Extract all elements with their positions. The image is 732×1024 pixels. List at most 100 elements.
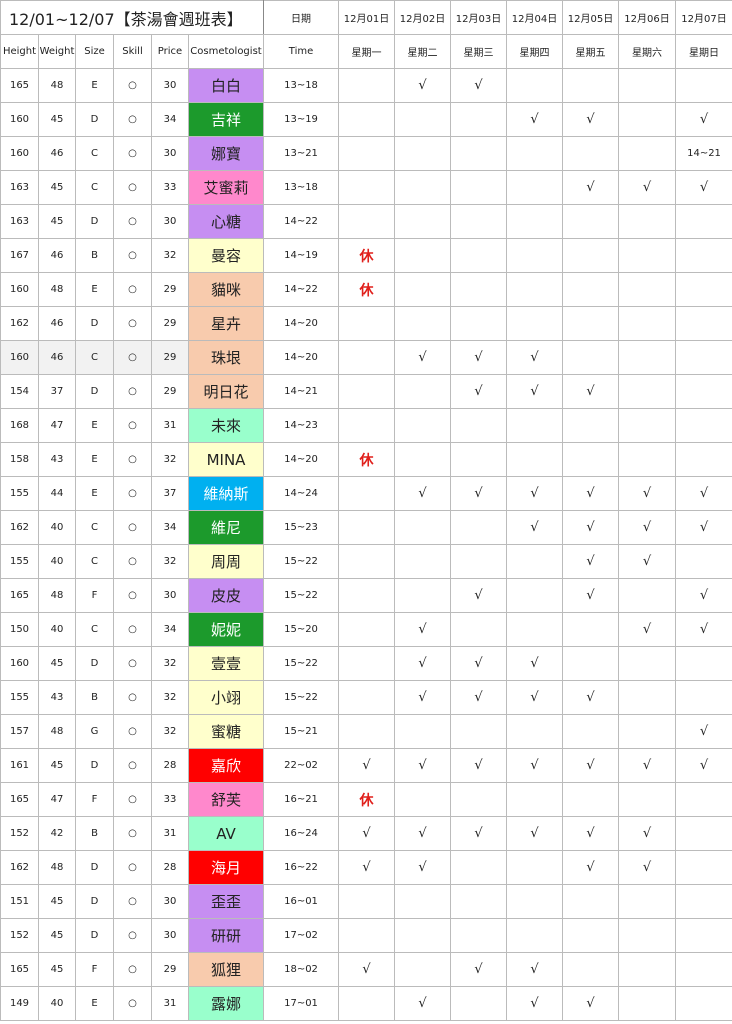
weight: 43 bbox=[38, 442, 76, 477]
skill: ○ bbox=[113, 952, 152, 987]
day-cell bbox=[450, 714, 508, 749]
day-cell bbox=[675, 646, 732, 681]
weight: 48 bbox=[38, 272, 76, 307]
skill: ○ bbox=[113, 714, 152, 749]
day-cell: √ bbox=[394, 68, 452, 103]
day-cell: √ bbox=[675, 170, 732, 205]
cosmetologist: 維納斯 bbox=[187, 476, 265, 511]
weekday: 星期五 bbox=[562, 34, 620, 69]
price: 29 bbox=[151, 340, 189, 375]
height: 162 bbox=[0, 510, 39, 545]
date: 12月04日 bbox=[506, 0, 564, 35]
time: 15~22 bbox=[263, 646, 340, 681]
day-cell bbox=[338, 986, 396, 1021]
day-cell bbox=[618, 306, 677, 341]
cosmetologist: 研研 bbox=[187, 918, 265, 953]
day-cell: 休 bbox=[338, 782, 396, 817]
weekday: 星期四 bbox=[506, 34, 564, 69]
day-cell: 休 bbox=[338, 442, 396, 477]
day-cell bbox=[338, 544, 396, 579]
day-cell bbox=[450, 408, 508, 443]
price: 32 bbox=[151, 442, 189, 477]
height: 151 bbox=[0, 884, 39, 919]
price: 29 bbox=[151, 272, 189, 307]
day-cell bbox=[394, 204, 452, 239]
day-cell bbox=[506, 442, 564, 477]
height: 155 bbox=[0, 476, 39, 511]
day-cell bbox=[338, 578, 396, 613]
time: 16~22 bbox=[263, 850, 340, 885]
day-cell: √ bbox=[675, 476, 732, 511]
row: 162 48 D ○ 28 海月 16~22 √ √ √ √ bbox=[0, 850, 732, 885]
day-cell bbox=[450, 918, 508, 953]
day-cell: √ bbox=[618, 748, 677, 783]
size: D bbox=[75, 374, 114, 409]
day-cell bbox=[394, 170, 452, 205]
day-cell bbox=[618, 408, 677, 443]
row: 161 45 D ○ 28 嘉欣 22~02 √ √ √ √ √ √ √ bbox=[0, 748, 732, 783]
cosmetologist: 明日花 bbox=[187, 374, 265, 409]
day-cell: √ bbox=[394, 476, 452, 511]
day-cell bbox=[618, 578, 677, 613]
day-cell: √ bbox=[562, 510, 620, 545]
size: D bbox=[75, 748, 114, 783]
skill: ○ bbox=[113, 340, 152, 375]
size: C bbox=[75, 170, 114, 205]
row: 155 40 C ○ 32 周周 15~22 √ √ bbox=[0, 544, 732, 579]
skill: ○ bbox=[113, 578, 152, 613]
day-cell bbox=[506, 884, 564, 919]
day-cell bbox=[675, 340, 732, 375]
day-cell bbox=[338, 510, 396, 545]
height: 157 bbox=[0, 714, 39, 749]
day-cell bbox=[506, 68, 564, 103]
height: 155 bbox=[0, 544, 39, 579]
height: 165 bbox=[0, 952, 39, 987]
day-cell: √ bbox=[506, 510, 564, 545]
day-cell bbox=[450, 510, 508, 545]
skill: ○ bbox=[113, 884, 152, 919]
day-cell: √ bbox=[562, 986, 620, 1021]
time: 15~22 bbox=[263, 578, 340, 613]
day-cell bbox=[618, 646, 677, 681]
day-cell bbox=[338, 136, 396, 171]
day-cell: √ bbox=[394, 850, 452, 885]
table-body: 165 48 E ○ 30 白白 13~18 √ √ 160 45 D ○ 34 吉祥 13~19 √ √ √ 160… bbox=[0, 68, 732, 1021]
day-cell bbox=[338, 714, 396, 749]
weight: 45 bbox=[38, 952, 76, 987]
size: C bbox=[75, 136, 114, 171]
day-cell: √ bbox=[506, 102, 564, 137]
skill: ○ bbox=[113, 238, 152, 273]
weight: 43 bbox=[38, 680, 76, 715]
date: 12月01日 bbox=[338, 0, 396, 35]
day-cell: √ bbox=[618, 510, 677, 545]
cosmetologist: 星卉 bbox=[187, 306, 265, 341]
day-cell: √ bbox=[338, 850, 396, 885]
day-cell bbox=[450, 782, 508, 817]
price: 34 bbox=[151, 102, 189, 137]
day-cell: √ bbox=[450, 816, 508, 851]
weight: 42 bbox=[38, 816, 76, 851]
time: 13~18 bbox=[263, 170, 340, 205]
day-cell bbox=[675, 306, 732, 341]
time: 17~02 bbox=[263, 918, 340, 953]
day-cell: √ bbox=[618, 544, 677, 579]
weight: 44 bbox=[38, 476, 76, 511]
row: 165 48 F ○ 30 皮皮 15~22 √ √ √ bbox=[0, 578, 732, 613]
skill: ○ bbox=[113, 986, 152, 1021]
day-cell bbox=[562, 136, 620, 171]
column-header: Weight bbox=[38, 34, 76, 69]
day-cell: √ bbox=[450, 748, 508, 783]
day-cell bbox=[675, 850, 732, 885]
price: 30 bbox=[151, 884, 189, 919]
date: 12月03日 bbox=[450, 0, 508, 35]
row: 168 47 E ○ 31 未來 14~23 bbox=[0, 408, 732, 443]
price: 32 bbox=[151, 714, 189, 749]
day-cell bbox=[450, 442, 508, 477]
price: 29 bbox=[151, 374, 189, 409]
day-cell: √ bbox=[675, 748, 732, 783]
day-cell: √ bbox=[562, 748, 620, 783]
row: 167 46 B ○ 32 曼容 14~19 休 bbox=[0, 238, 732, 273]
day-cell: √ bbox=[618, 170, 677, 205]
title: 12/01~12/07【茶湯會週班表】 bbox=[0, 0, 265, 35]
day-cell: √ bbox=[506, 816, 564, 851]
